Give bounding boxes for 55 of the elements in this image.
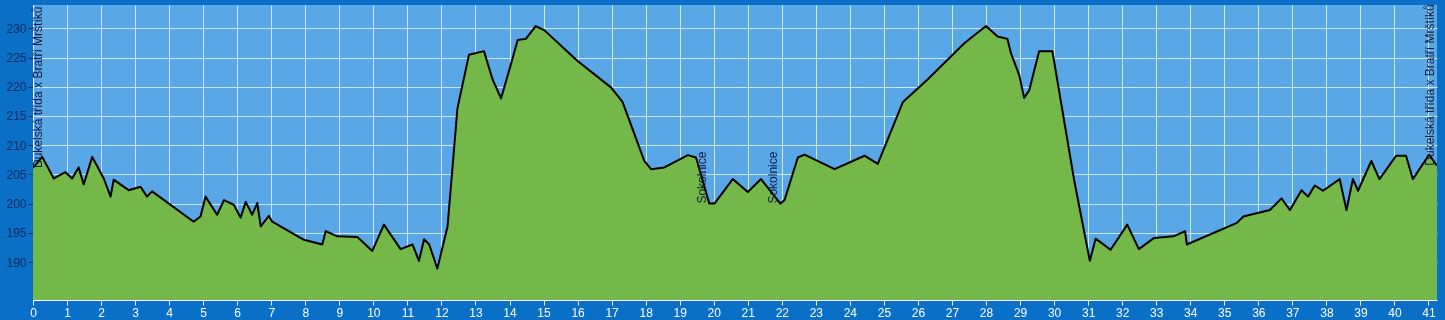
x-tick-label: 12 (435, 305, 449, 320)
x-tick-label: 33 (1150, 305, 1164, 320)
x-tick-label: 30 (1047, 305, 1062, 320)
y-tick-label: 190 (6, 255, 27, 270)
x-tick-label: 38 (1320, 305, 1334, 320)
y-tick-label: 230 (6, 21, 27, 36)
x-tick-label: 19 (673, 305, 688, 320)
x-tick-label: 20 (707, 305, 722, 320)
x-tick-label: 5 (200, 305, 208, 320)
y-tick-label: 195 (6, 226, 27, 241)
annotation: Dukelská třída x Bratří Mrštíků (31, 6, 45, 168)
x-tick-label: 23 (809, 305, 824, 320)
x-tick-label: 1 (64, 305, 72, 320)
x-tick-label: 11 (401, 305, 415, 320)
annotation: Dukelská třída x Bratří Mrštíků (1423, 4, 1437, 166)
x-tick-label: 31 (1081, 305, 1096, 320)
x-tick-label: 9 (336, 305, 344, 320)
x-tick-label: 24 (843, 305, 858, 320)
annotation: Sokolnice (695, 151, 710, 204)
x-tick-label: 13 (469, 305, 483, 320)
x-tick-label: 40 (1388, 305, 1402, 320)
x-tick-label: 17 (605, 305, 620, 320)
x-tick-label: 27 (945, 305, 960, 320)
x-tick-label: 14 (503, 305, 517, 320)
x-tick-label: 10 (367, 305, 381, 320)
y-tick-label: 210 (6, 138, 27, 153)
x-tick-label: 25 (877, 305, 892, 320)
x-tick-label: 22 (775, 305, 790, 320)
x-tick-label: 16 (571, 305, 586, 320)
y-tick-label: 215 (6, 109, 27, 124)
x-tick-label: 3 (132, 305, 140, 320)
x-tick-label: 34 (1184, 305, 1198, 320)
x-tick-label: 41 (1422, 305, 1436, 320)
x-tick-label: 29 (1013, 305, 1028, 320)
x-tick-label: 8 (302, 305, 310, 320)
x-tick-label: 35 (1218, 305, 1232, 320)
y-tick-label: 200 (6, 197, 27, 212)
y-tick-label: 205 (6, 167, 27, 182)
x-tick-label: 2 (98, 305, 106, 320)
x-tick-label: 7 (268, 305, 276, 320)
x-tick-label: 6 (234, 305, 242, 320)
x-tick-label: 39 (1354, 305, 1368, 320)
x-tick-label: 26 (911, 305, 926, 320)
x-tick-label: 37 (1286, 305, 1300, 320)
annotation: Sokolnice (766, 151, 781, 204)
x-tick-label: 0 (30, 305, 38, 320)
x-tick-label: 28 (979, 305, 994, 320)
x-tick-label: 4 (166, 305, 174, 320)
x-tick-label: 18 (639, 305, 654, 320)
x-tick-label: 32 (1115, 305, 1130, 320)
y-tick-label: 220 (6, 80, 27, 95)
x-tick-label: 21 (741, 305, 756, 320)
x-tick-label: 36 (1252, 305, 1266, 320)
x-tick-label: 15 (537, 305, 552, 320)
y-tick-label: 225 (6, 51, 27, 66)
